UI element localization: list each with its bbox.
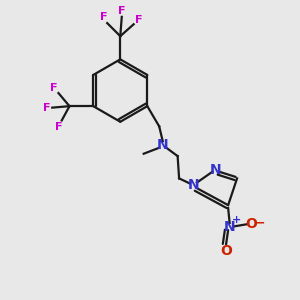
Text: F: F [55, 122, 62, 132]
Text: F: F [100, 12, 107, 22]
Text: +: + [232, 215, 241, 225]
Text: N: N [188, 178, 199, 192]
Text: O: O [246, 217, 258, 231]
Text: N: N [224, 220, 236, 233]
Text: N: N [157, 138, 169, 152]
Text: O: O [220, 244, 232, 258]
Text: F: F [50, 83, 58, 93]
Text: F: F [118, 7, 125, 16]
Text: N: N [210, 163, 221, 177]
Text: F: F [135, 15, 143, 26]
Text: F: F [44, 103, 51, 112]
Text: −: − [255, 216, 265, 229]
